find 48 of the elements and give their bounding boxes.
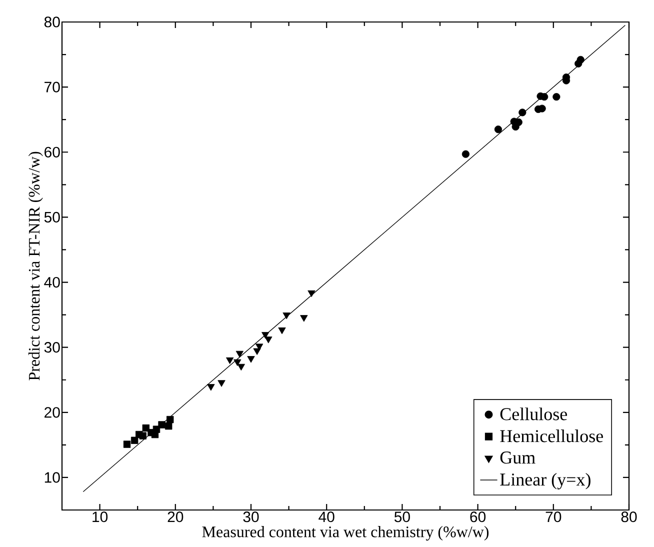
y-tick-label: 70	[44, 82, 60, 92]
x-tick-label: 50	[394, 512, 410, 522]
x-tick-label: 20	[168, 512, 184, 522]
x-tick-label: 30	[243, 512, 259, 522]
y-axis-title: Predict content via FT-NIR (%w/w)	[28, 152, 43, 380]
y-tick-label: 10	[44, 472, 60, 483]
point	[247, 356, 255, 363]
legend-label: Cellulose	[500, 408, 568, 420]
y-tick-label: 40	[44, 276, 60, 288]
legend-label: Linear (y=x)	[500, 472, 590, 490]
point	[278, 327, 286, 334]
point	[164, 422, 172, 430]
point	[234, 359, 242, 366]
y-tick-label: 30	[44, 342, 60, 353]
legend-label: Gum	[500, 452, 536, 464]
point	[462, 150, 470, 158]
x-tick-label: 70	[546, 512, 562, 522]
point	[130, 436, 138, 444]
x-tick-label: 60	[470, 512, 486, 522]
point	[139, 432, 146, 440]
point	[166, 416, 174, 424]
point	[518, 108, 526, 116]
point	[282, 312, 290, 320]
legend-label: Hemicellulose	[500, 430, 603, 442]
point	[226, 357, 234, 364]
point	[158, 421, 166, 428]
point	[552, 93, 560, 101]
x-tick-label: 40	[318, 512, 334, 522]
point	[540, 93, 548, 101]
y-tick-label: 60	[44, 146, 60, 158]
point	[300, 315, 308, 322]
point	[123, 440, 131, 448]
y-tick-label: 80	[44, 16, 60, 28]
x-tick-label: 80	[621, 512, 637, 522]
point	[576, 56, 584, 64]
point	[264, 336, 272, 344]
x-tick-label: 10	[92, 512, 108, 522]
point	[236, 350, 244, 358]
y-tick-label: 50	[44, 212, 60, 223]
point	[237, 364, 246, 371]
point	[207, 384, 215, 391]
y-tick-label: 20	[44, 407, 60, 418]
point	[494, 126, 502, 134]
x-axis-title: Measured content via wet chemistry (%w/w)	[202, 526, 489, 541]
point	[308, 290, 316, 298]
point	[262, 332, 270, 339]
point	[255, 344, 264, 350]
point	[218, 380, 226, 387]
